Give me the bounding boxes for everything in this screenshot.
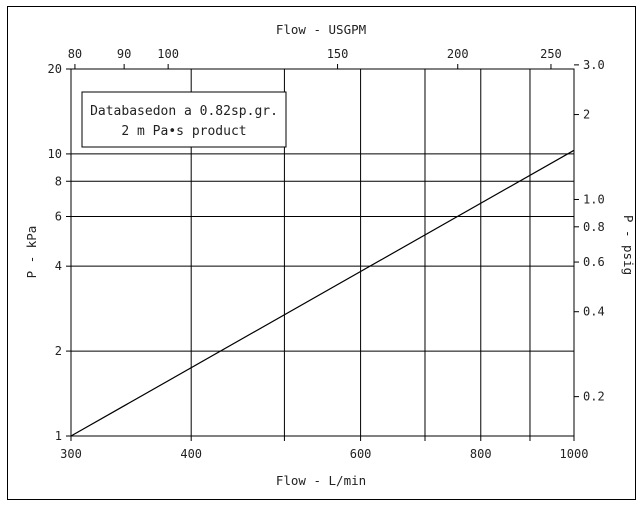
x-bottom-tick-label: 400 <box>180 447 202 461</box>
x-top-tick-label: 100 <box>157 47 179 61</box>
y-left-tick-label: 1 <box>55 429 62 443</box>
x-top-tick-label: 250 <box>540 47 562 61</box>
y-right-tick-label: 0.6 <box>583 255 605 269</box>
y-left-tick-label: 10 <box>48 147 62 161</box>
y-right-tick-label: 1.0 <box>583 192 605 206</box>
x-top-axis-title: Flow - USGPM <box>276 22 366 37</box>
chart-frame <box>7 6 636 500</box>
y-right-tick-label: 3.0 <box>583 58 605 72</box>
plot-area-border <box>70 68 575 437</box>
x-top-tick-label: 200 <box>447 47 469 61</box>
y-left-tick-label: 20 <box>48 62 62 76</box>
x-top-tick-label: 80 <box>68 47 82 61</box>
y-right-axis-title: P - psig <box>621 215 636 275</box>
y-left-axis-title: P - kPa <box>24 226 39 279</box>
annotation-line-2: 2 m Pa•s product <box>121 124 246 139</box>
x-top-tick-label: 90 <box>117 47 131 61</box>
x-bottom-axis-title: Flow - L/min <box>276 473 366 488</box>
x-bottom-tick-label: 800 <box>470 447 492 461</box>
annotation-line-1: Databasedon a 0.82sp.gr. <box>90 104 278 119</box>
y-left-tick-label: 2 <box>55 344 62 358</box>
y-left-tick-label: 4 <box>55 259 62 273</box>
annotation-box: Databasedon a 0.82sp.gr. 2 m Pa•s produc… <box>81 91 287 148</box>
y-right-tick-label: 2 <box>583 108 590 122</box>
y-left-tick-label: 6 <box>55 209 62 223</box>
y-right-tick-label: 0.8 <box>583 220 605 234</box>
y-left-tick-label: 8 <box>55 174 62 188</box>
ticks-group: 300 400 600 800 1000 1 2 4 6 8 10 20 80 90 100 150 200 25… <box>48 47 605 461</box>
y-right-tick-label: 0.2 <box>583 390 605 404</box>
series-group <box>70 149 575 437</box>
x-bottom-tick-label: 1000 <box>560 447 589 461</box>
x-top-tick-label: 150 <box>327 47 349 61</box>
pressure-drop-line <box>70 149 575 437</box>
y-right-tick-label: 0.4 <box>583 305 605 319</box>
x-bottom-tick-label: 300 <box>60 447 82 461</box>
x-bottom-tick-label: 600 <box>350 447 372 461</box>
